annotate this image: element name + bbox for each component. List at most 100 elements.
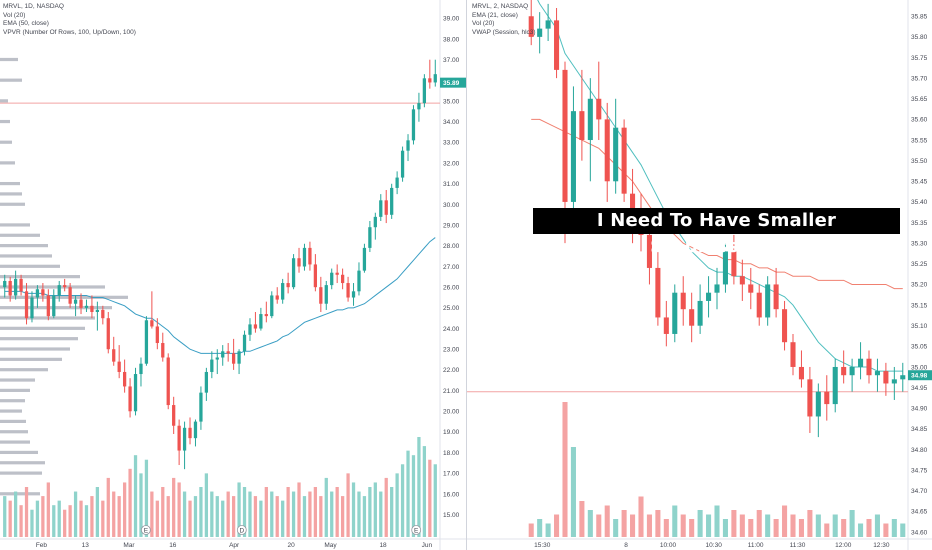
candle-body (782, 309, 788, 343)
volume-bar (815, 514, 821, 537)
legend-symbol[interactable]: MRVL, 2, NASDAQ (472, 3, 529, 10)
vpvr-bar (0, 140, 12, 144)
legend-volume[interactable]: Vol (20) (472, 20, 495, 28)
y-tick-label: 31.00 (443, 181, 460, 188)
volume-bar (433, 464, 437, 537)
y-tick-label: 34.75 (911, 467, 928, 474)
volume-bar (411, 455, 416, 537)
y-tick-label: 35.05 (911, 344, 928, 351)
legend-ema[interactable]: EMA (50, close) (3, 20, 49, 28)
x-tick-label: Jun (422, 542, 433, 549)
volume-bar (680, 514, 686, 537)
volume-bar (237, 482, 241, 537)
y-tick-label: 22.00 (443, 367, 460, 374)
legend-vpvr[interactable]: VPVR (Number Of Rows, 100, Up/Down, 100) (3, 28, 136, 36)
volume-bar (324, 477, 328, 537)
volume-bar (663, 519, 669, 537)
x-tick-label: 15:30 (534, 542, 551, 549)
y-tick-label: 30.00 (443, 202, 460, 209)
vpvr-bar (0, 306, 112, 310)
volume-bar (798, 519, 804, 537)
volume-bar (182, 491, 187, 537)
candle-body (866, 358, 872, 376)
volume-bar (621, 510, 627, 537)
volume-bar (275, 496, 279, 537)
x-tick-label: Apr (229, 542, 240, 549)
volume-bar (400, 464, 405, 537)
volume-bar (362, 496, 367, 537)
ema-line (4, 237, 436, 354)
vpvr-bar (0, 99, 8, 103)
volume-bar (731, 510, 737, 537)
legend-vwap[interactable]: VWAP (Session, hlc3) (472, 28, 536, 36)
volume-bar (351, 482, 356, 537)
y-tick-label: 35.65 (911, 96, 928, 103)
y-tick-label: 34.65 (911, 509, 928, 516)
volume-bar (117, 496, 121, 537)
candle-body (411, 109, 416, 141)
x-tick-label: 11:00 (748, 542, 764, 549)
last-price-tag (908, 370, 932, 381)
volume-bar (139, 473, 143, 537)
intraday-chart-pane[interactable]: MRVL, 2, NASDAQ EMA (21, close) Vol (20)… (467, 0, 932, 550)
y-tick-label: 35.45 (911, 179, 928, 186)
pane-divider[interactable] (466, 0, 467, 550)
volume-bar (596, 514, 602, 537)
candle-body (24, 291, 29, 319)
y-tick-label: 35.60 (911, 117, 928, 124)
volume-bar (302, 496, 307, 537)
volume-bar (390, 487, 394, 537)
volume-bar (428, 459, 432, 537)
legend-ema[interactable]: EMA (21, close) (472, 11, 518, 19)
vpvr-bar (0, 295, 128, 299)
daily-candlestick-chart[interactable]: 15.00 16.00 17.00 18.00 19.00 20.00 21.00 22.00… (0, 0, 466, 550)
y-tick-label: 34.95 (911, 385, 928, 392)
volume-bar (858, 523, 864, 537)
volume-bar (199, 487, 203, 537)
daily-chart-legend: MRVL, 1D, NASDAQ Vol (20) EMA (50, close… (3, 3, 136, 37)
volume-bar (63, 509, 67, 537)
vpvr-bar (0, 254, 52, 258)
volume-bar (253, 496, 258, 537)
y-tick-label: 25.00 (443, 305, 460, 312)
volume-bar (714, 505, 720, 537)
last-price-tag (440, 77, 466, 88)
volume-bar (874, 514, 880, 537)
volume-bar (313, 487, 318, 537)
candle-body (579, 111, 585, 141)
candle-body (748, 284, 754, 293)
y-tick-label: 35.30 (911, 240, 928, 247)
volume-bar (537, 519, 543, 537)
vpvr-bar (0, 461, 45, 465)
legend-symbol[interactable]: MRVL, 1D, NASDAQ (3, 3, 64, 10)
volume-bar (646, 514, 652, 537)
legend-volume[interactable]: Vol (20) (3, 11, 26, 19)
volume-bar (384, 477, 388, 537)
vpvr-bar (0, 285, 105, 289)
daily-chart-pane[interactable]: MRVL, 1D, NASDAQ Vol (20) EMA (50, close… (0, 0, 466, 550)
candle-body (722, 251, 728, 285)
candle-body (841, 366, 847, 376)
candle-body (35, 289, 40, 298)
candle-body (680, 292, 686, 310)
candle-body (264, 314, 268, 317)
y-tick-label: 34.70 (911, 488, 928, 495)
candle-body (697, 300, 703, 326)
event-marker-circle (236, 525, 247, 535)
y-tick-label: 35.10 (911, 323, 928, 330)
y-tick-label: 34.90 (911, 406, 928, 413)
candle-body (739, 276, 745, 285)
y-tick-label: 35.85 (911, 14, 928, 21)
candle-body (128, 386, 132, 412)
volume-bar (35, 500, 40, 537)
intraday-candlestick-chart[interactable]: 34.60 34.65 34.70 34.75 34.80 34.85 34.90 34.95… (467, 0, 932, 550)
candle-body (891, 379, 897, 384)
vpvr-bar (0, 264, 60, 268)
volume-bar (417, 437, 421, 537)
volume-bar (84, 505, 89, 537)
y-tick-label: 34.00 (443, 119, 460, 126)
candle-body (199, 392, 203, 422)
volume-bar (866, 519, 872, 537)
vpvr-bar (0, 440, 30, 444)
x-tick-label: 11:30 (790, 542, 806, 549)
